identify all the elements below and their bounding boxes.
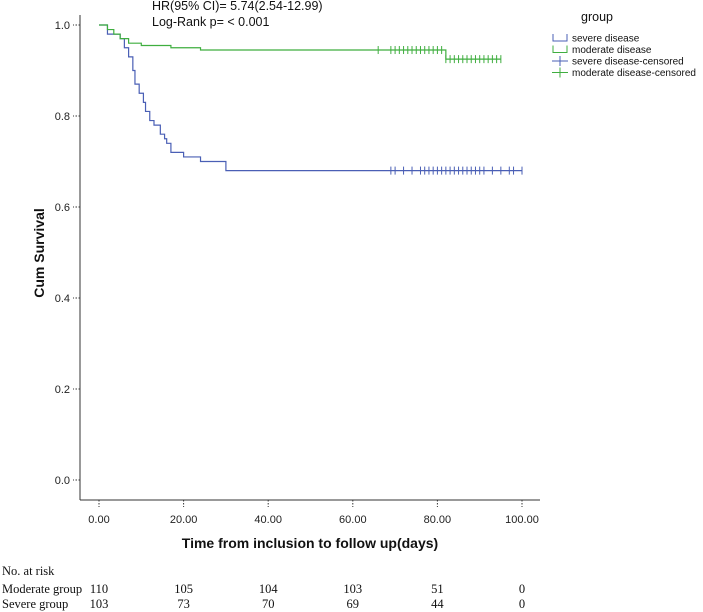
hr-annotation: HR(95% CI)= 5.74(2.54-12.99)	[152, 0, 323, 13]
risk-row-label: Moderate group	[2, 582, 82, 596]
legend-plus-symbol	[552, 56, 568, 66]
risk-count: 110	[90, 582, 108, 596]
risk-count: 0	[519, 597, 525, 611]
risk-table-header: No. at risk	[2, 564, 55, 578]
survival-step-line	[99, 24, 522, 172]
legend-entry: severe disease	[552, 34, 640, 45]
y-tick-label: 0.6	[55, 202, 70, 214]
legend-title: group	[581, 10, 613, 24]
y-tick-label: 0.0	[55, 475, 70, 487]
legend-plus-symbol	[552, 67, 568, 78]
y-tick-label: 1.0	[55, 20, 70, 32]
axes-layer: 0.0 0.2 0.4 0.6 0.8 1.0 0.00 20.00 40.00 60.00 80.…	[55, 15, 540, 526]
x-tick-label: 60.00	[339, 514, 367, 526]
legend-step-symbol	[552, 45, 568, 53]
x-tick-label: 40.00	[254, 514, 282, 526]
y-tick-label: 0.2	[55, 384, 70, 396]
survival-step-line	[99, 24, 501, 60]
risk-count: 104	[259, 582, 279, 596]
y-tick-label: 0.8	[55, 111, 70, 123]
risk-count: 103	[90, 597, 109, 611]
risk-count: 51	[431, 582, 444, 596]
x-tick-label: 20.00	[170, 514, 198, 526]
risk-count: 73	[177, 597, 190, 611]
logrank-annotation: Log-Rank p= < 0.001	[152, 15, 269, 29]
risk-row-label: Severe group	[2, 597, 68, 611]
risk-count: 105	[174, 582, 193, 596]
risk-count: 103	[343, 582, 362, 596]
legend-entry: moderate disease	[552, 45, 652, 56]
legend-entry: severe disease-censored	[552, 56, 684, 68]
risk-count: 69	[347, 597, 360, 611]
legend-entry: moderate disease-censored	[552, 67, 696, 79]
legend-label: moderate disease	[572, 45, 652, 56]
x-tick-label: 100.00	[505, 514, 539, 526]
risk-table: No. at risk Moderate group 110 105 104 103 51…	[2, 564, 525, 611]
x-tick-label: 80.00	[424, 514, 452, 526]
series-layer	[99, 24, 523, 175]
series-severe-disease	[99, 24, 523, 175]
x-tick-label: 0.00	[88, 514, 109, 526]
legend-label: severe disease-censored	[572, 57, 684, 68]
y-tick-label: 0.4	[55, 293, 70, 305]
x-axis-title: Time from inclusion to follow up(days)	[182, 535, 438, 551]
legend-label: moderate disease-censored	[572, 68, 696, 79]
risk-count: 70	[262, 597, 275, 611]
risk-count: 44	[431, 597, 444, 611]
series-moderate-disease	[99, 24, 502, 64]
risk-count: 0	[519, 582, 525, 596]
legend-label: severe disease	[572, 34, 640, 45]
y-axis-title: Cum Survival	[31, 208, 47, 297]
legend-step-symbol	[552, 34, 568, 42]
